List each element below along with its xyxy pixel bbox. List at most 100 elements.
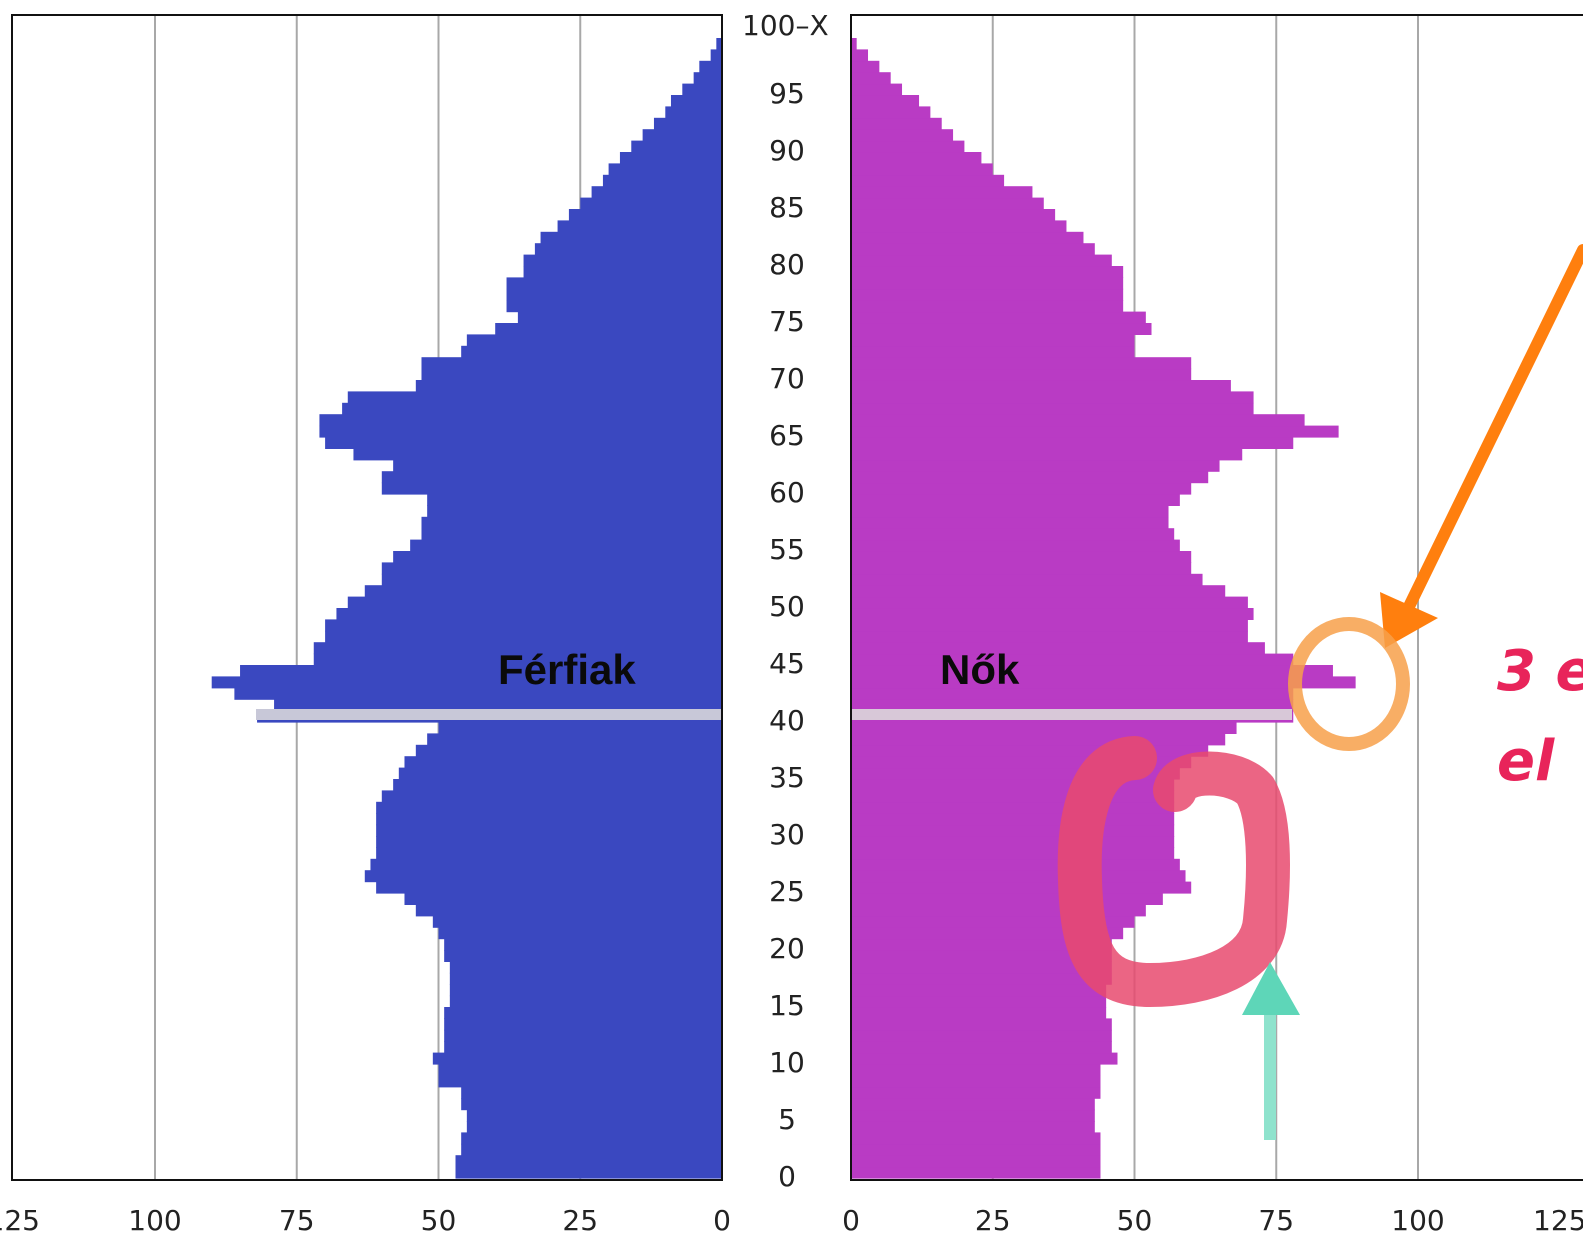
- female-bar: [851, 391, 1254, 404]
- age-tick-label: 25: [769, 875, 805, 908]
- teal-arrow: [1242, 962, 1300, 1140]
- female-bar: [851, 323, 1152, 335]
- male-bar: [455, 1155, 722, 1168]
- male-bar: [364, 585, 722, 598]
- left-panel-frame: [11, 14, 723, 1181]
- male-bar: [381, 471, 722, 484]
- female-bar: [851, 950, 1112, 962]
- male-bar: [347, 596, 722, 609]
- x-tick-label: 0: [713, 1204, 731, 1237]
- annotation-text-line-2: el: [1497, 729, 1555, 794]
- male-bar: [461, 1098, 722, 1111]
- female-series-bars: [851, 38, 1356, 1179]
- pink-circle: [1057, 736, 1290, 1008]
- male-bar: [449, 961, 722, 974]
- male-bar: [393, 459, 722, 472]
- age-tick-label: 30: [769, 818, 805, 851]
- female-bar: [851, 733, 1226, 746]
- male-highlight-line: [256, 709, 722, 720]
- male-bar: [415, 380, 722, 392]
- female-bar: [851, 437, 1294, 449]
- x-tick-label: 50: [421, 1204, 457, 1237]
- male-bar: [427, 505, 722, 518]
- male-bar: [381, 790, 722, 803]
- age-tick-label: 15: [769, 989, 805, 1022]
- female-bar: [851, 893, 1163, 905]
- female-bar: [851, 1052, 1118, 1065]
- male-bar: [438, 722, 722, 734]
- female-bar: [851, 72, 891, 85]
- orange-circle: [1288, 617, 1410, 751]
- male-bar: [336, 608, 722, 620]
- age-tick-label: 40: [769, 704, 805, 737]
- male-bar: [421, 516, 722, 529]
- age-tick-label: 60: [769, 476, 805, 509]
- male-bar: [665, 106, 722, 119]
- male-bar: [427, 494, 722, 506]
- x-tick-label: 50: [1117, 1204, 1153, 1237]
- male-bar: [523, 266, 722, 278]
- x-tick-label: 25: [562, 1204, 598, 1237]
- female-bar: [851, 49, 869, 62]
- male-bar: [421, 528, 722, 541]
- female-bar: [851, 414, 1305, 427]
- female-bar: [851, 425, 1339, 438]
- age-tick-label: 80: [769, 248, 805, 281]
- female-bar: [851, 972, 1112, 985]
- age-tick-label: 95: [769, 77, 805, 110]
- male-panel-label: Férfiak: [498, 646, 636, 693]
- male-bar: [682, 83, 722, 96]
- female-bar: [851, 665, 1333, 677]
- female-bar: [851, 722, 1237, 734]
- female-bar: [851, 961, 1112, 974]
- male-bar: [619, 152, 722, 164]
- female-bar: [851, 1143, 1101, 1156]
- male-bar: [642, 129, 722, 142]
- male-bar: [534, 243, 722, 256]
- male-bar: [376, 813, 722, 826]
- male-bar: [455, 1166, 722, 1179]
- x-tick-label: 25: [975, 1204, 1011, 1237]
- annotation-text-line-1: 3 e: [1497, 639, 1583, 704]
- male-bar: [461, 1086, 722, 1099]
- male-bar: [353, 448, 722, 461]
- male-bar: [319, 414, 722, 427]
- male-bar: [506, 277, 722, 290]
- male-bar: [370, 858, 722, 871]
- male-bar: [381, 562, 722, 575]
- male-bar: [449, 984, 722, 997]
- male-bar: [432, 915, 722, 928]
- female-bar: [851, 345, 1135, 358]
- female-bar: [851, 231, 1084, 244]
- male-bar: [461, 345, 722, 358]
- female-bar: [851, 140, 965, 153]
- x-tick-label: 75: [279, 1204, 315, 1237]
- female-bar: [851, 334, 1135, 347]
- male-bar: [404, 756, 722, 769]
- female-bar: [851, 152, 982, 164]
- male-bar: [699, 60, 722, 73]
- x-tick-label: 75: [1258, 1204, 1294, 1237]
- male-bar: [444, 938, 722, 951]
- male-bar: [580, 197, 722, 210]
- female-bar: [851, 482, 1192, 495]
- female-bar: [851, 1007, 1107, 1019]
- female-bar: [851, 209, 1056, 221]
- female-bar: [851, 1041, 1112, 1054]
- female-bar: [851, 1064, 1101, 1076]
- female-bar: [851, 448, 1243, 461]
- male-bar: [415, 904, 722, 917]
- male-bar: [376, 836, 722, 848]
- female-bar: [851, 1132, 1101, 1145]
- female-bar: [851, 1155, 1101, 1168]
- male-bar: [393, 779, 722, 791]
- male-bar: [540, 231, 722, 244]
- male-bar: [432, 1052, 722, 1065]
- female-bar: [851, 402, 1254, 415]
- female-bar: [851, 927, 1124, 940]
- male-bar: [444, 1018, 722, 1031]
- male-bar: [710, 49, 722, 62]
- male-bar: [693, 72, 722, 85]
- female-bar: [851, 95, 920, 107]
